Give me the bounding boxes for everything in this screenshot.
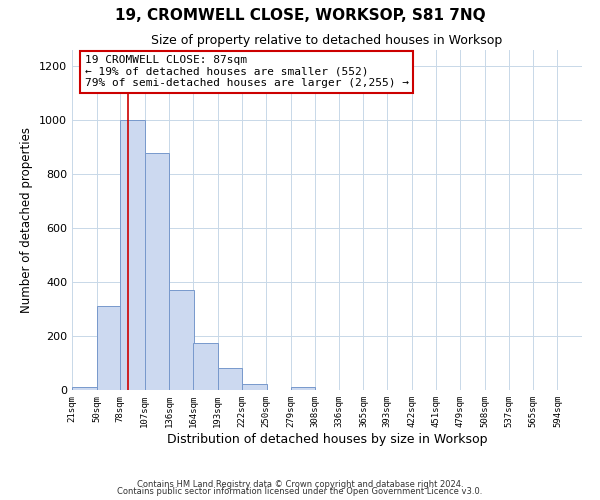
Bar <box>193 343 218 390</box>
Bar <box>290 388 315 390</box>
Bar <box>72 388 97 390</box>
Text: 19 CROMWELL CLOSE: 87sqm
← 19% of detached houses are smaller (552)
79% of semi-: 19 CROMWELL CLOSE: 87sqm ← 19% of detach… <box>85 55 409 88</box>
Title: Size of property relative to detached houses in Worksop: Size of property relative to detached ho… <box>151 34 503 48</box>
X-axis label: Distribution of detached houses by size in Worksop: Distribution of detached houses by size … <box>167 432 487 446</box>
Bar <box>242 384 267 390</box>
Text: Contains public sector information licensed under the Open Government Licence v3: Contains public sector information licen… <box>118 487 482 496</box>
Bar <box>169 290 194 390</box>
Y-axis label: Number of detached properties: Number of detached properties <box>20 127 34 313</box>
Bar <box>218 368 242 390</box>
Bar <box>97 306 121 390</box>
Bar <box>120 120 145 390</box>
Text: Contains HM Land Registry data © Crown copyright and database right 2024.: Contains HM Land Registry data © Crown c… <box>137 480 463 489</box>
Bar <box>145 152 169 390</box>
Text: 19, CROMWELL CLOSE, WORKSOP, S81 7NQ: 19, CROMWELL CLOSE, WORKSOP, S81 7NQ <box>115 8 485 22</box>
